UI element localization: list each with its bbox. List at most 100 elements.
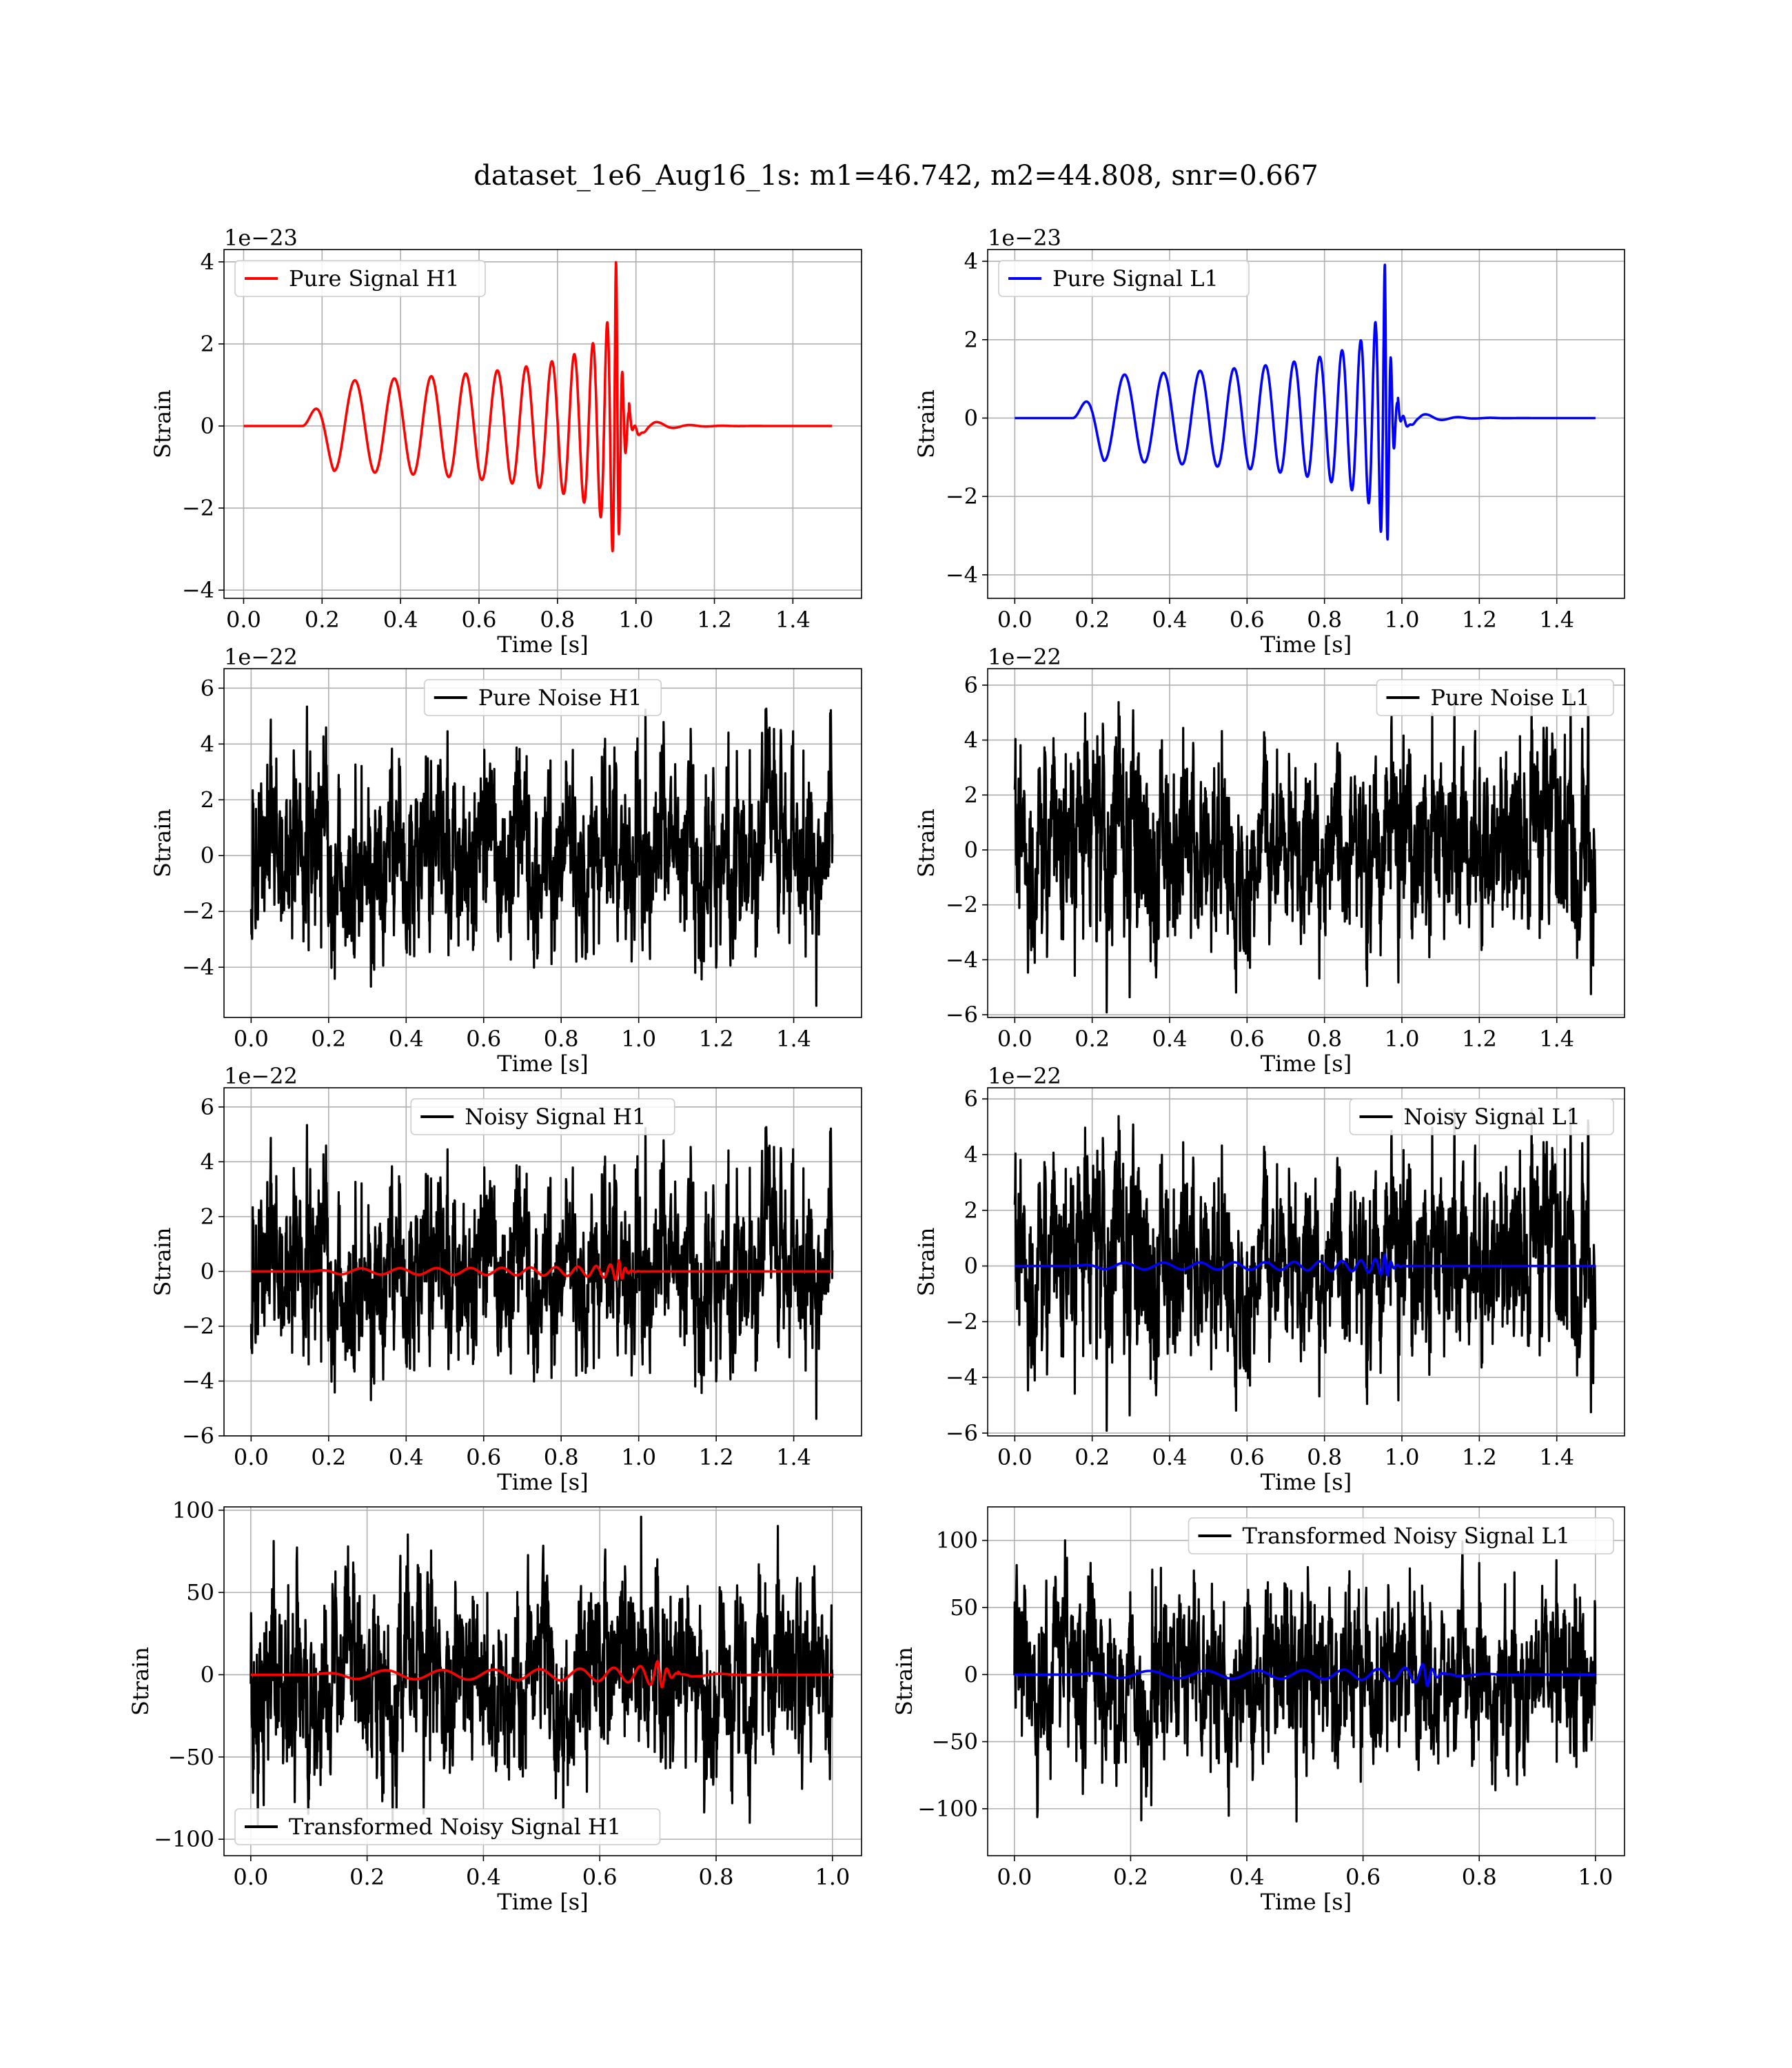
y-tick-label: 0 (964, 1253, 978, 1279)
y-tick-label: −2 (182, 898, 214, 924)
subplot-pure-noise-l1: 0.0 0.2 0.4 0.6 0.8 1.0 1.2 1.4 −6 −4 −2 0 2 4 6 Time [… (913, 644, 1625, 1077)
y-tick-label: −100 (154, 1826, 214, 1852)
x-tick-label: 1.0 (1578, 1864, 1613, 1890)
x-tick-label: 0.0 (997, 1026, 1032, 1052)
legend: Pure Signal L1 (998, 260, 1250, 297)
y-tick-label: −50 (931, 1729, 978, 1755)
series-line-noise (1013, 693, 1597, 1014)
y-tick-label: 0 (964, 405, 978, 431)
y-axis-label: Strain (150, 389, 176, 458)
x-tick-label: 1.4 (776, 1026, 811, 1052)
legend-label: Pure Signal H1 (289, 265, 460, 292)
y-tick-label: 50 (950, 1594, 978, 1621)
x-tick-label: 0.4 (1230, 1864, 1265, 1890)
y-tick-label: −4 (946, 1364, 978, 1390)
x-tick-label: 1.2 (1462, 1444, 1497, 1470)
legend: Noisy Signal L1 (1349, 1098, 1614, 1135)
x-tick-label: 0.6 (1230, 1026, 1265, 1052)
x-tick-label: 0.6 (1230, 1444, 1265, 1470)
axes-frame (223, 1087, 862, 1437)
y-axis-label: Strain (913, 809, 939, 878)
axes-frame (223, 668, 862, 1018)
x-tick-label: 0.4 (383, 607, 418, 633)
x-tick-label: 1.0 (1385, 1444, 1420, 1470)
x-tick-label: 0.6 (466, 1026, 501, 1052)
y-tick-label: −6 (946, 1420, 978, 1446)
y-axis-label: Strain (891, 1647, 917, 1716)
y-tick-label: 0 (964, 837, 978, 863)
x-tick-label: 0.4 (389, 1026, 424, 1052)
x-tick-label: 0.8 (544, 1026, 579, 1052)
x-tick-label: 0.2 (311, 1026, 346, 1052)
axes-frame (987, 249, 1625, 599)
y-tick-label: 2 (201, 1204, 214, 1230)
series-line-noise (1013, 1539, 1597, 1823)
y-axis-label: Strain (128, 1647, 154, 1716)
legend-label: Transformed Noisy Signal H1 (289, 1814, 621, 1840)
series-line-chirp (1013, 263, 1597, 541)
y-tick-label: 4 (964, 727, 978, 753)
x-tick-label: 1.4 (1539, 607, 1574, 633)
y-tick-label: −2 (182, 1313, 214, 1339)
series-line-chirp (1013, 1253, 1597, 1277)
x-tick-label: 0.2 (1075, 1444, 1110, 1470)
y-tick-label: −6 (182, 1423, 214, 1449)
x-tick-label: 0.4 (1152, 607, 1188, 633)
y-tick-label: 4 (201, 1148, 214, 1175)
y-tick-label: 2 (201, 331, 214, 357)
x-axis-label: Time [s] (1261, 1889, 1352, 1915)
y-tick-label: −4 (182, 1368, 214, 1394)
x-tick-label: 1.2 (699, 1026, 734, 1052)
axes-frame (223, 1506, 862, 1856)
y-tick-label: 6 (964, 672, 978, 698)
legend: Transformed Noisy Signal L1 (1188, 1517, 1614, 1554)
x-axis-label: Time [s] (1261, 1051, 1352, 1077)
x-tick-label: 1.4 (1539, 1026, 1574, 1052)
x-tick-label: 0.2 (1113, 1864, 1148, 1890)
y-tick-label: 100 (936, 1528, 978, 1554)
series-line-chirp (250, 1660, 834, 1689)
y-tick-label: 0 (201, 842, 214, 869)
series-group (1013, 1106, 1597, 1432)
x-tick-label: 1.2 (699, 1444, 734, 1470)
series-group (1013, 693, 1597, 1014)
x-tick-label: 0.2 (349, 1864, 385, 1890)
subplot-pure-signal-l1: 0.0 0.2 0.4 0.6 0.8 1.0 1.2 1.4 −4 −2 0 2 4 Time [s] S… (913, 225, 1625, 658)
legend-box (234, 260, 486, 297)
y-tick-label: 4 (201, 249, 214, 275)
y-tick-label: 0 (201, 1258, 214, 1284)
y-tick-label: −2 (946, 1308, 978, 1335)
legend-box (423, 679, 662, 716)
y-tick-label: −2 (946, 483, 978, 509)
offset-text: 1e−23 (224, 225, 298, 251)
y-tick-label: 0 (201, 413, 214, 439)
y-tick-label: 4 (964, 1142, 978, 1168)
offset-text: 1e−22 (224, 644, 298, 670)
x-tick-label: 0.8 (1462, 1864, 1497, 1890)
y-tick-label: 100 (172, 1497, 214, 1523)
x-tick-label: 0.8 (1307, 1444, 1342, 1470)
y-tick-label: −4 (946, 946, 978, 973)
offset-text: 1e−23 (988, 225, 1061, 251)
series-group (250, 1124, 834, 1420)
grid (988, 250, 1625, 598)
x-tick-label: 1.2 (697, 607, 732, 633)
x-tick-label: 0.4 (1152, 1444, 1188, 1470)
x-tick-label: 1.0 (618, 607, 653, 633)
legend: Pure Signal H1 (234, 260, 486, 297)
legend-box (410, 1098, 675, 1135)
x-tick-label: 0.0 (234, 1026, 269, 1052)
panels: 0.0 0.2 0.4 0.6 0.8 1.0 1.2 1.4 −4 −2 0 2 4 Time [s] S… (128, 225, 1625, 1915)
legend-label: Pure Noise H1 (478, 685, 642, 711)
y-tick-label: 2 (964, 782, 978, 808)
y-tick-label: 0 (201, 1661, 214, 1687)
y-tick-label: 6 (964, 1086, 978, 1112)
legend-label: Pure Noise L1 (1431, 685, 1590, 711)
y-tick-label: 2 (964, 1197, 978, 1224)
offset-text: 1e−22 (988, 644, 1061, 670)
x-tick-label: 0.2 (305, 607, 340, 633)
x-tick-label: 1.4 (776, 1444, 811, 1470)
x-tick-label: 1.0 (1385, 1026, 1420, 1052)
x-tick-label: 0.8 (540, 607, 575, 633)
